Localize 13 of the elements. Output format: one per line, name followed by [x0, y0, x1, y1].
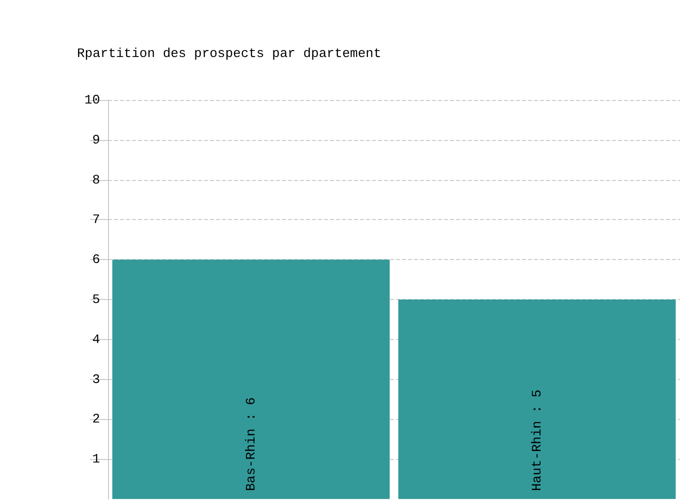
- y-tick-label: 9: [92, 132, 100, 148]
- chart-title: Rpartition des prospects par dpartement: [77, 46, 382, 61]
- y-tick-label: 2: [92, 412, 100, 427]
- data-label: Bas-Rhin : 6: [244, 397, 258, 491]
- y-tick-label: 1: [92, 452, 100, 467]
- y-tick-label: 3: [92, 372, 100, 387]
- data-label: Haut-Rhin : 5: [530, 390, 544, 491]
- y-tick-label: 8: [92, 172, 100, 188]
- y-tick-label: 6: [92, 252, 100, 268]
- y-tick-label: 5: [92, 292, 100, 307]
- y-tick-label: 4: [92, 332, 100, 347]
- y-tick-label: 7: [92, 212, 100, 228]
- y-tick-label: 10: [84, 92, 100, 108]
